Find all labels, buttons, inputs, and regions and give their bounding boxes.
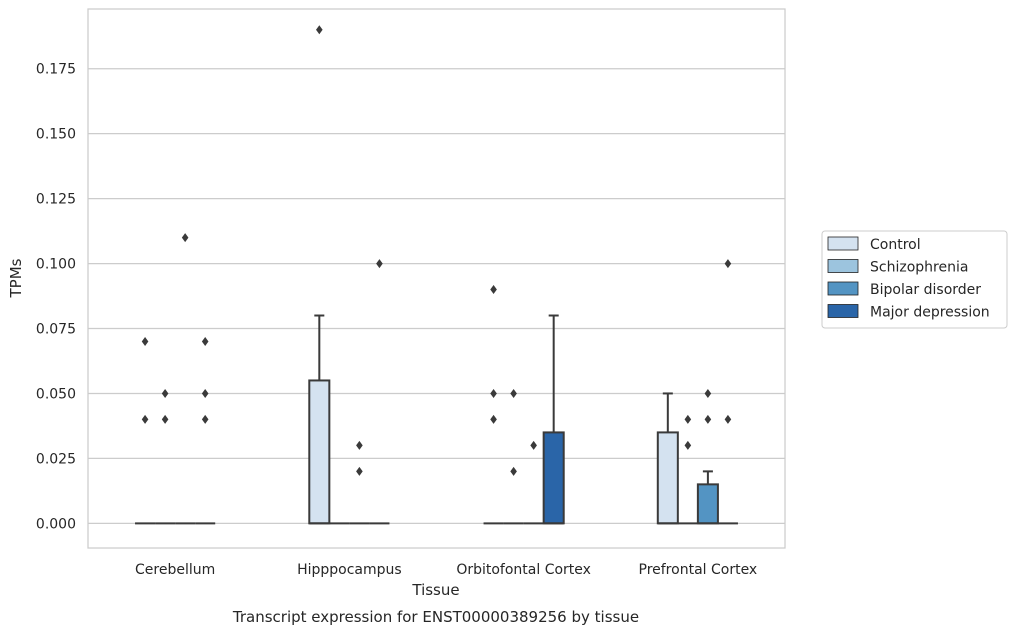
outlier-point: [490, 414, 497, 424]
outlier-point: [724, 414, 732, 424]
box-group: [656, 392, 679, 525]
legend-swatch: [827, 281, 859, 296]
box: [308, 379, 331, 525]
boxes: [135, 314, 738, 525]
legend-label: Bipolar disorder: [870, 282, 981, 298]
box: [542, 431, 565, 525]
legend: Control Schizophrenia Bipolar disorder Majo…: [821, 230, 1008, 329]
y-tick-label: 0.175: [36, 62, 76, 78]
plot-frame: [87, 8, 786, 549]
outlier-point: [201, 414, 209, 424]
x-tick-labels: Cerebellum Hipppocampus Orbitofontal Corte…: [135, 562, 757, 578]
box: [656, 431, 679, 525]
legend-frame: [821, 230, 1008, 329]
x-tick-label: Cerebellum: [135, 562, 215, 578]
box: [696, 483, 719, 525]
y-tick-label: 0.025: [36, 451, 76, 467]
outlier-point: [161, 388, 169, 398]
y-tick-label: 0.100: [36, 257, 76, 273]
outlier-point: [530, 440, 537, 450]
y-tick-label: 0.075: [36, 322, 76, 338]
y-tick-labels: 0.000 0.025 0.050 0.075 0.100 0.125 0.150 0.175: [36, 62, 76, 533]
outlier-point: [684, 440, 692, 450]
plot-background: [88, 9, 785, 548]
outlier-point: [316, 25, 323, 35]
legend-swatch: [827, 236, 859, 251]
legend-label: Control: [870, 237, 921, 253]
outlier-point: [201, 336, 209, 346]
outlier-point: [201, 388, 209, 398]
outlier-point: [704, 388, 712, 398]
outlier-point: [161, 414, 169, 424]
x-axis-label: Tissue: [411, 581, 459, 599]
x-tick-label: Prefrontal Cortex: [639, 562, 758, 578]
chart-caption: Transcript expression for ENST0000038925…: [232, 608, 639, 626]
outliers: [141, 25, 732, 476]
outlier-point: [141, 414, 149, 424]
outlier-point: [704, 414, 712, 424]
y-tick-label: 0.150: [36, 127, 76, 143]
legend-swatch: [827, 259, 859, 273]
outlier-point: [684, 414, 692, 424]
outlier-point: [490, 285, 497, 295]
box-group: [542, 314, 565, 525]
outlier-point: [510, 466, 517, 476]
box-group: [696, 470, 719, 525]
outlier-point: [141, 336, 149, 346]
y-tick-label: 0.000: [36, 516, 76, 532]
x-tick-label: Orbitofontal Cortex: [456, 562, 591, 578]
outlier-point: [356, 440, 363, 450]
y-axis-label: TPMs: [7, 258, 25, 298]
x-tick-label: Hipppocampus: [297, 562, 402, 578]
outlier-point: [181, 233, 189, 243]
legend-label: Major depression: [870, 305, 990, 321]
outlier-point: [510, 388, 517, 398]
outlier-point: [356, 466, 363, 476]
legend-label: Schizophrenia: [870, 260, 968, 276]
outlier-point: [490, 388, 497, 398]
outlier-point: [376, 259, 383, 269]
y-tick-label: 0.125: [36, 192, 76, 208]
y-tick-label: 0.050: [36, 386, 76, 402]
outlier-point: [724, 259, 732, 269]
box-group: [308, 314, 331, 525]
legend-swatch: [827, 304, 859, 318]
